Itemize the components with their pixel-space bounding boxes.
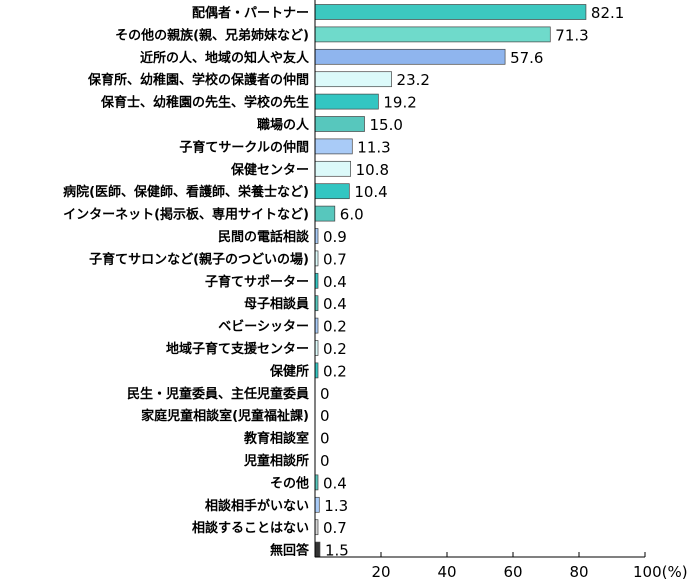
category-label: 近所の人、地域の知人や友人 xyxy=(140,50,310,66)
category-label: 民間の電話相談 xyxy=(218,229,310,245)
value-label: 0.2 xyxy=(323,318,347,336)
value-label: 1.3 xyxy=(324,497,348,515)
value-label: 23.2 xyxy=(397,71,430,89)
x-tick-label: 100(%) xyxy=(633,563,688,581)
value-label: 0.7 xyxy=(323,519,347,537)
value-label: 10.8 xyxy=(356,161,389,179)
bar xyxy=(314,183,350,200)
category-label: 子育てサロンなど(親子のつどいの場) xyxy=(89,251,309,267)
value-label: 0.2 xyxy=(323,362,347,380)
value-label: 0 xyxy=(320,385,330,403)
bars-group xyxy=(314,4,587,558)
category-label: 職場の人 xyxy=(257,117,310,133)
value-label: 0 xyxy=(320,407,330,425)
category-label: その他の親族(親、兄弟姉妹など) xyxy=(115,27,309,43)
bar xyxy=(314,138,353,155)
bar xyxy=(314,93,379,110)
category-label: 児童相談所 xyxy=(243,453,309,469)
bar xyxy=(314,4,587,20)
value-label: 57.6 xyxy=(510,49,543,67)
category-label: 母子相談員 xyxy=(244,296,309,312)
value-label: 10.4 xyxy=(354,183,387,201)
category-label: 配偶者・パートナー xyxy=(192,5,309,21)
bar xyxy=(314,205,336,222)
category-label: 家庭児童相談室(児童福祉課) xyxy=(141,408,309,424)
value-label: 0.4 xyxy=(323,295,347,313)
value-labels-group: 82.171.3 57.6 23.2 19.2 15.0 11.3 10.8 10.4 6.0 0… xyxy=(320,4,624,560)
bar xyxy=(314,160,351,177)
value-label: 0.2 xyxy=(323,340,347,358)
category-label: 子育てサークルの仲間 xyxy=(179,139,309,155)
bar xyxy=(314,116,365,132)
category-label: 相談することはない xyxy=(192,520,309,536)
bar xyxy=(314,26,551,43)
value-label: 15.0 xyxy=(370,116,403,134)
category-label: 保育士、幼稚園の先生、学校の先生 xyxy=(100,95,309,111)
x-tick-label: 40 xyxy=(437,563,456,581)
value-label: 1.5 xyxy=(325,542,349,560)
value-label: 0 xyxy=(320,452,330,470)
category-label: 保健所 xyxy=(269,363,309,379)
value-label: 71.3 xyxy=(555,26,588,44)
category-label: 無回答 xyxy=(270,543,310,559)
bar xyxy=(314,496,320,513)
value-label: 19.2 xyxy=(383,94,416,112)
category-label: インターネット(掲示板、専用サイトなど) xyxy=(63,207,309,223)
value-label: 11.3 xyxy=(357,138,390,156)
category-label: その他 xyxy=(270,475,309,491)
category-label: 教育相談室 xyxy=(243,431,309,447)
category-label: 相談相手がいない xyxy=(205,498,309,514)
category-label: ベビーシッター xyxy=(218,319,309,335)
value-label: 0.7 xyxy=(323,250,347,268)
x-ticks-group: 20 40 60 80 100(%) xyxy=(371,552,688,581)
category-label: 民生・児童委員、主任児童委員 xyxy=(127,386,309,402)
category-label: 病院(医師、保健師、看護師、栄養士など) xyxy=(63,184,309,200)
x-tick-label: 80 xyxy=(569,563,588,581)
category-label: 子育てサポーター xyxy=(205,274,309,290)
category-label: 保健センター xyxy=(230,162,309,178)
value-label: 6.0 xyxy=(340,206,364,224)
value-label: 0.9 xyxy=(323,228,347,246)
bar xyxy=(314,71,392,88)
x-tick-label: 60 xyxy=(503,563,522,581)
bar xyxy=(314,541,321,558)
value-label: 0.4 xyxy=(323,474,347,492)
value-label: 0.4 xyxy=(323,273,347,291)
category-label: 保育所、幼稚園、学校の保護者の仲間 xyxy=(87,72,309,88)
value-label: 82.1 xyxy=(591,4,624,22)
bar xyxy=(314,48,506,65)
category-label: 地域子育て支援センター xyxy=(166,341,309,357)
value-label: 0 xyxy=(320,430,330,448)
x-tick-label: 20 xyxy=(371,563,390,581)
